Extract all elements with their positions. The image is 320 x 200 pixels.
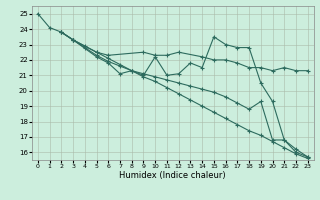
X-axis label: Humidex (Indice chaleur): Humidex (Indice chaleur) xyxy=(119,171,226,180)
